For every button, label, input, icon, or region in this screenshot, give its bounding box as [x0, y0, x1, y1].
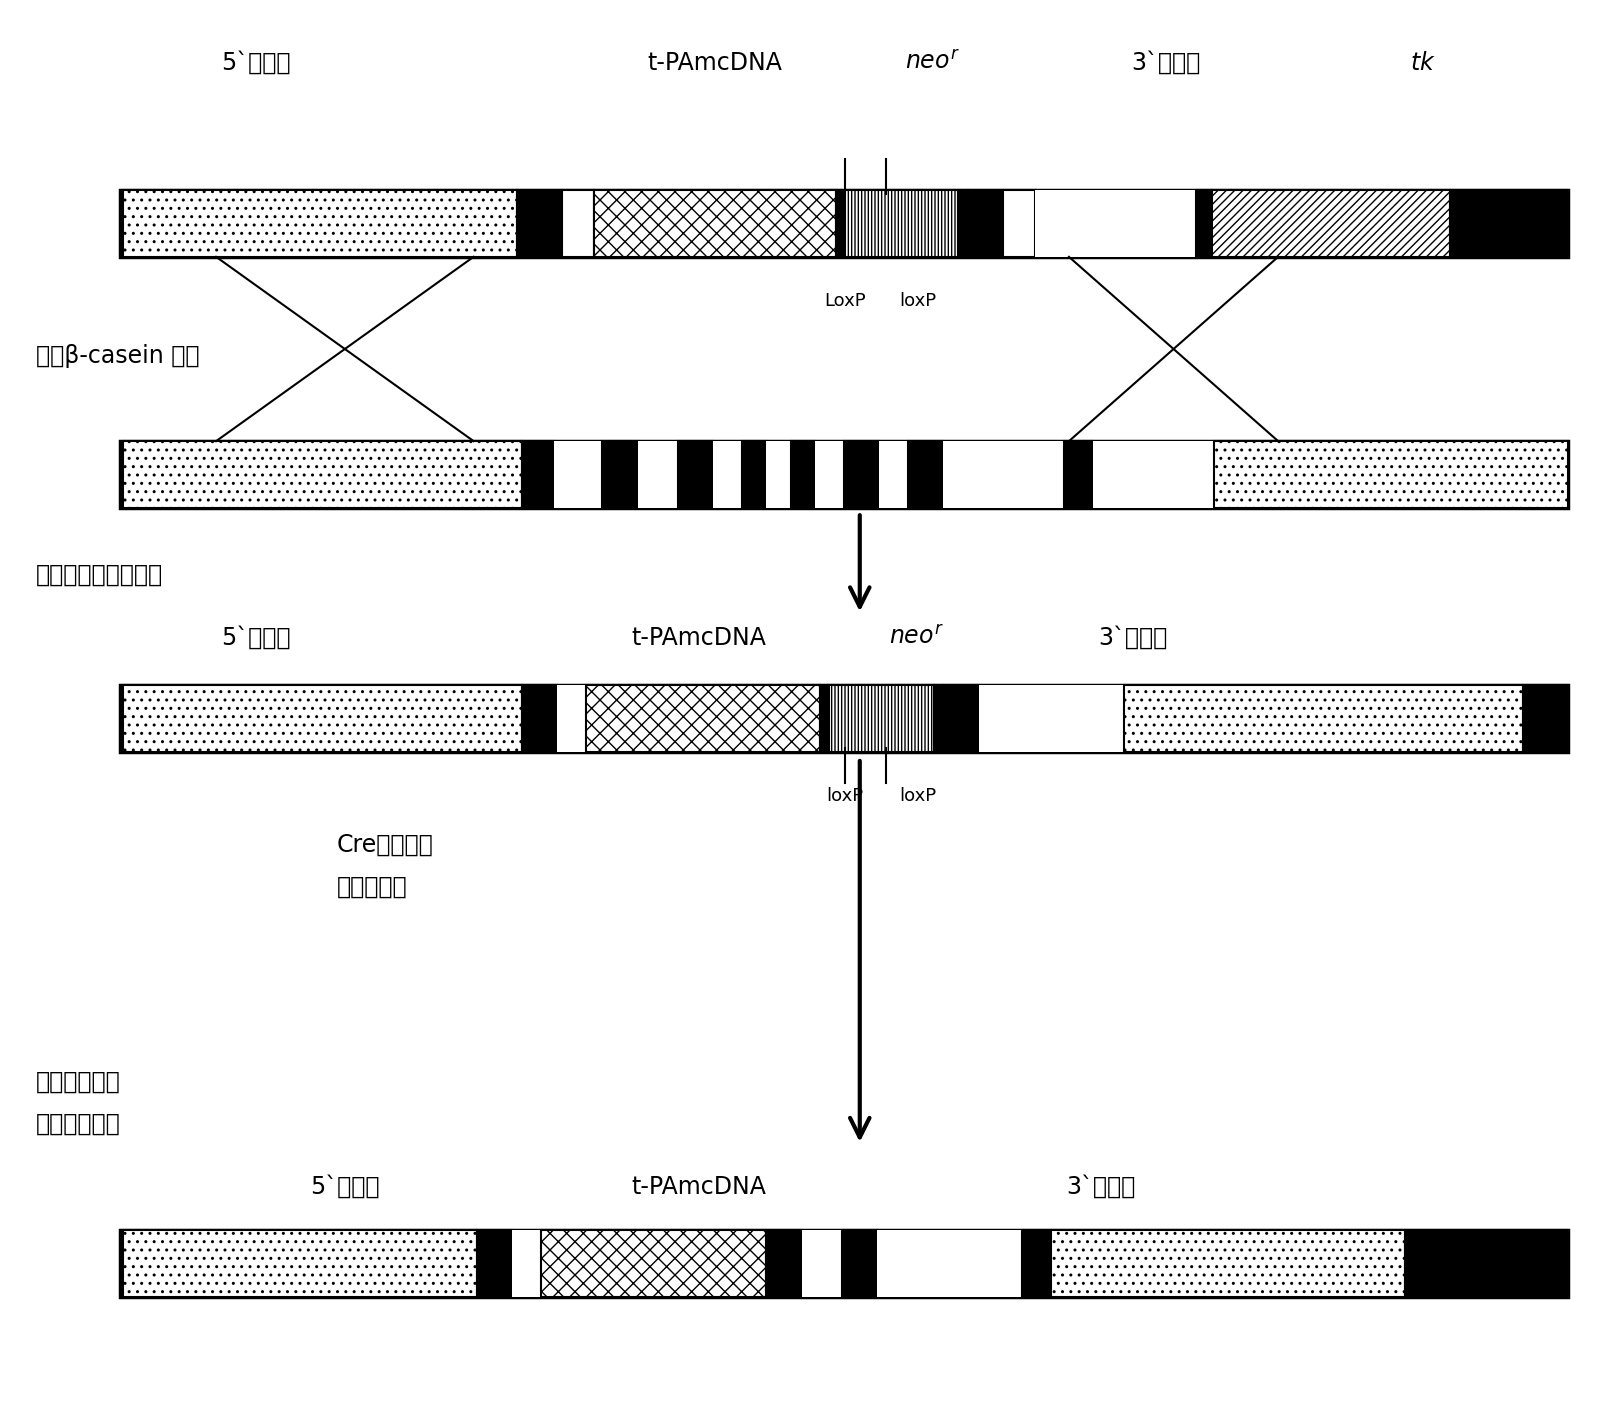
Text: 5`同源臂: 5`同源臂 — [222, 51, 291, 75]
Bar — [836, 190, 846, 257]
Text: 阳性细胞克隆: 阳性细胞克隆 — [36, 1070, 120, 1094]
Text: 中靶基因序列: 中靶基因序列 — [36, 1112, 120, 1136]
Bar — [120, 1230, 1568, 1297]
Bar — [540, 1230, 766, 1297]
Bar — [120, 441, 1568, 508]
Bar — [513, 1230, 540, 1297]
Text: 靶细胞克隆: 靶细胞克隆 — [338, 874, 407, 898]
Bar — [523, 685, 557, 753]
Bar — [878, 1230, 1022, 1297]
Bar — [123, 441, 523, 508]
Bar — [1123, 685, 1522, 753]
Bar — [1451, 190, 1568, 257]
Bar — [766, 441, 790, 508]
Bar — [518, 190, 562, 257]
Bar — [842, 1230, 878, 1297]
Bar — [880, 441, 907, 508]
Bar — [678, 441, 714, 508]
Bar — [844, 441, 880, 508]
Text: 3`侧翼区: 3`侧翼区 — [1099, 626, 1169, 650]
Text: loxP: loxP — [899, 787, 936, 805]
Bar — [766, 1230, 802, 1297]
Text: 外源基因转染体细胞: 外源基因转染体细胞 — [36, 563, 162, 587]
Text: t-PAmcDNA: t-PAmcDNA — [648, 51, 782, 75]
Bar — [120, 685, 1568, 753]
Bar — [594, 190, 836, 257]
Bar — [602, 441, 638, 508]
Bar — [1022, 1230, 1052, 1297]
Bar — [123, 190, 518, 257]
Bar — [815, 441, 844, 508]
Bar — [958, 190, 967, 257]
Bar — [1035, 190, 1196, 257]
Bar — [933, 685, 943, 753]
Bar — [1094, 441, 1214, 508]
Bar — [1065, 441, 1094, 508]
Bar — [123, 1230, 477, 1297]
Bar — [742, 441, 766, 508]
Bar — [1196, 190, 1212, 257]
Bar — [638, 441, 678, 508]
Bar — [1406, 1230, 1568, 1297]
Bar — [829, 685, 933, 753]
Text: t-PAmcDNA: t-PAmcDNA — [631, 1175, 766, 1198]
Text: 3`同源臂: 3`同源臂 — [1131, 51, 1199, 75]
Bar — [979, 685, 1123, 753]
Text: 山羊β-casein 基因: 山羊β-casein 基因 — [36, 344, 200, 368]
Bar — [557, 685, 586, 753]
Text: 5`调控区: 5`调控区 — [222, 626, 291, 650]
Bar — [123, 685, 523, 753]
Bar — [586, 685, 820, 753]
Text: $neo^r$: $neo^r$ — [889, 626, 943, 650]
Bar — [1522, 685, 1568, 753]
Text: $neo^r$: $neo^r$ — [904, 51, 959, 75]
Bar — [1003, 190, 1035, 257]
Bar — [820, 685, 829, 753]
Text: t-PAmcDNA: t-PAmcDNA — [631, 626, 766, 650]
Bar — [846, 190, 958, 257]
Bar — [714, 441, 742, 508]
Bar — [1214, 441, 1568, 508]
Bar — [907, 441, 943, 508]
Bar — [943, 441, 1065, 508]
Bar — [477, 1230, 513, 1297]
Bar — [523, 441, 553, 508]
Bar — [562, 190, 594, 257]
Text: loxP: loxP — [826, 787, 863, 805]
Bar — [1052, 1230, 1406, 1297]
Bar — [553, 441, 602, 508]
Bar — [967, 190, 1003, 257]
Bar — [790, 441, 815, 508]
Text: Cre酶处理中: Cre酶处理中 — [338, 833, 433, 857]
Text: $tk$: $tk$ — [1410, 51, 1436, 75]
Text: 3`侧翼区: 3`侧翼区 — [1066, 1175, 1136, 1198]
Bar — [802, 1230, 842, 1297]
Text: 5`调控区: 5`调控区 — [310, 1175, 380, 1198]
Bar — [120, 190, 1568, 257]
Bar — [1212, 190, 1451, 257]
Text: LoxP: LoxP — [824, 292, 867, 310]
Text: loxP: loxP — [899, 292, 936, 310]
Bar — [943, 685, 979, 753]
